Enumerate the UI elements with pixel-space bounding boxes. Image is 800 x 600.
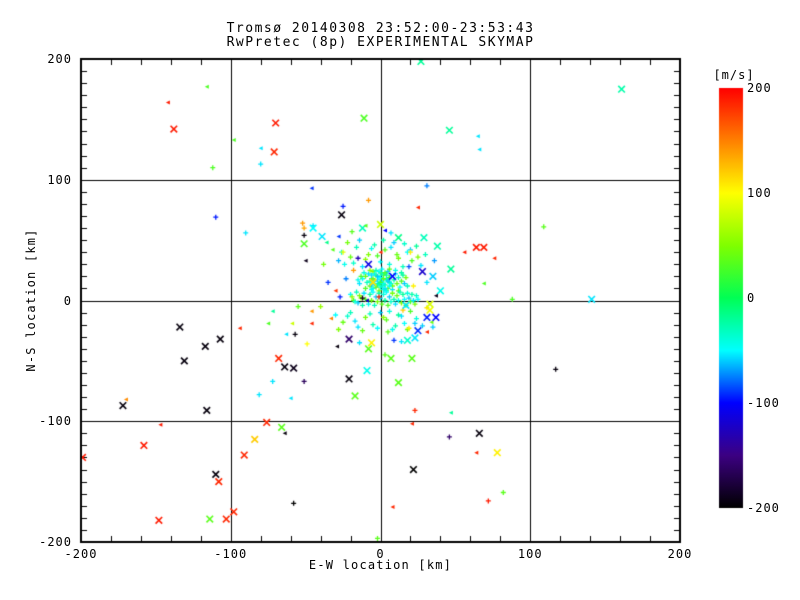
x-tick-label: 0: [376, 547, 385, 561]
y-tick-label: -200: [39, 535, 72, 549]
colorbar-tick-label: -200: [747, 501, 780, 515]
colorbar-tick-label: 100: [747, 186, 772, 200]
y-tick-label: -100: [39, 414, 72, 429]
x-tick-label: 200: [667, 547, 693, 561]
colorbar-tick-label: 0: [747, 291, 756, 305]
plot-title-line1: Tromsø 20140308 23:52:00-23:53:43: [226, 21, 535, 36]
colorbar-tick-label: -100: [747, 396, 780, 410]
x-tick-label: -100: [214, 547, 248, 561]
colorbar-unit-label: [m/s]: [713, 68, 755, 82]
x-axis-label: E-W location [km]: [308, 558, 453, 572]
plot-title-line2: RwPretec (8p) EXPERIMENTAL SKYMAP: [226, 35, 535, 50]
y-tick-label: 200: [47, 52, 72, 66]
y-tick-label: 100: [47, 172, 72, 187]
x-tick-label: -200: [64, 547, 98, 561]
y-tick-label: 0: [63, 293, 72, 308]
x-tick-label: 100: [517, 547, 543, 561]
colorbar-tick-label: 200: [747, 81, 772, 95]
